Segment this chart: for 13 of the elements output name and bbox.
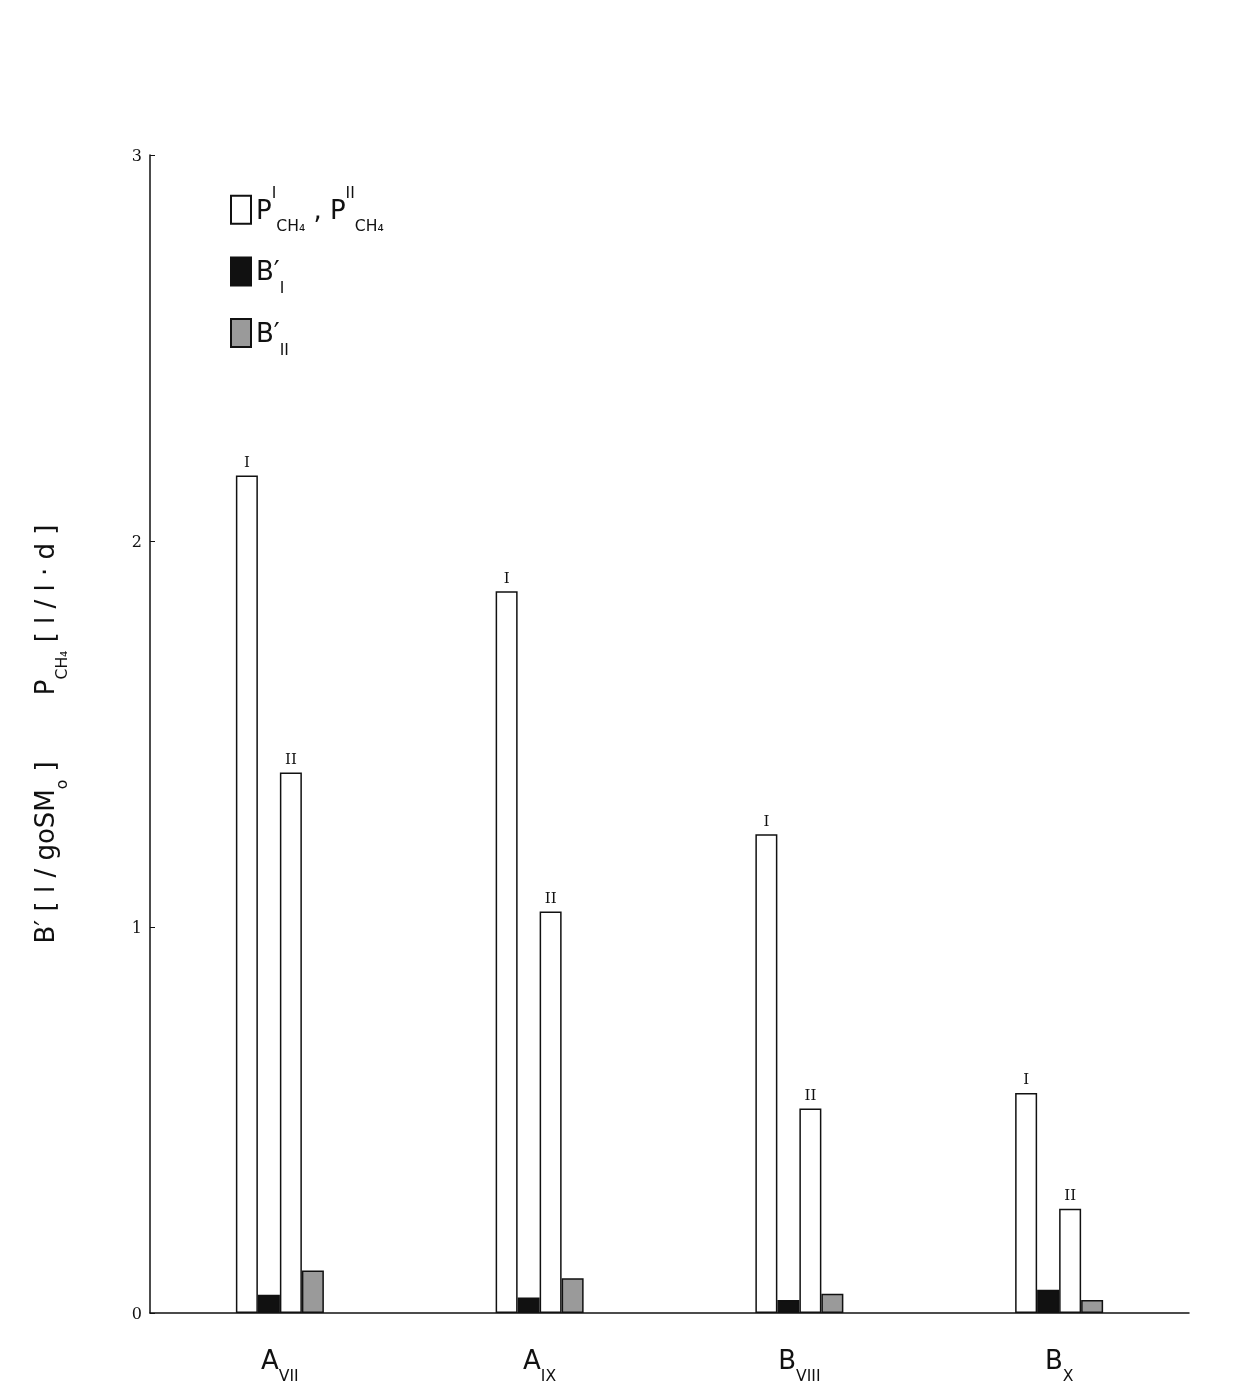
data-label: II [544, 889, 557, 908]
y-tick-label: 3 [131, 145, 142, 165]
y-tick-label: 0 [131, 1303, 142, 1323]
y-tick-label: 2 [131, 531, 142, 551]
data-label: I [243, 452, 250, 471]
data-label: I [503, 568, 510, 587]
y-axis-title: B′ [ l / goSMo ] PCH₄ [ l / l · d ] [30, 524, 71, 944]
y-tick-label: 1 [131, 917, 142, 937]
data-label: II [804, 1085, 817, 1104]
data-label: I [1023, 1070, 1030, 1089]
data-label: II [1064, 1186, 1077, 1205]
data-label: II [284, 750, 297, 769]
data-label: I [763, 811, 770, 830]
